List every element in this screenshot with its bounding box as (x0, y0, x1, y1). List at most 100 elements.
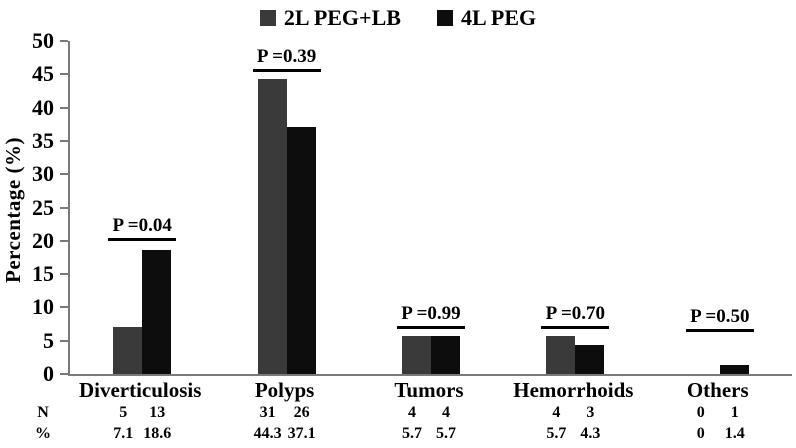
percent-value-4l-peg-hemorrhoids: 4.3 (580, 425, 601, 442)
p-value-hemorrhoids: P =0.70 (541, 304, 610, 329)
y-tick-label-0: 0 (43, 361, 54, 386)
n-count-4l-peg-hemorrhoids: 3 (586, 404, 595, 421)
y-tick-10 (60, 306, 68, 309)
n-value-row: 5 13 31 26 4 4 4 3 0 1 (68, 404, 790, 421)
percent-value-4l-peg-diverticulosis: 18.6 (143, 425, 172, 442)
y-tick-5 (60, 339, 68, 342)
p-value-diverticulosis: P =0.04 (108, 216, 177, 241)
bar-group-tumors: P =0.99 (359, 41, 503, 374)
y-tick-25 (60, 206, 68, 209)
legend-swatch-2l-peg-lb (259, 10, 276, 26)
percent-value-row: 7.1 18.6 44.3 37.1 5.7 5.7 5.7 4.3 0 1.4 (68, 425, 790, 442)
bar-4l-peg-others (719, 364, 749, 374)
bar-pair-tumors (401, 336, 460, 374)
bar-2l-peg-lb-tumors (401, 336, 431, 374)
percent-value-2l-peg-lb-polyps: 44.3 (253, 425, 282, 442)
category-label-others: Others (686, 378, 749, 402)
y-tick-0 (60, 373, 68, 375)
y-tick-label-30: 30 (32, 161, 54, 187)
y-tick-50 (60, 40, 68, 42)
percent-value-pair-polyps: 44.3 37.1 (212, 425, 356, 442)
n-count-2l-peg-lb-others: 0 (696, 404, 705, 421)
percent-value-2l-peg-lb-tumors: 5.7 (401, 425, 422, 442)
chart-legend: 2L PEG+LB 4L PEG (0, 5, 796, 31)
y-tick-label-45: 45 (32, 61, 54, 87)
n-count-pair-diverticulosis: 5 13 (68, 404, 212, 421)
category-label-tumors: Tumors (394, 378, 464, 402)
percent-row-label: % (35, 425, 51, 442)
bar-pair-hemorrhoids (546, 336, 605, 374)
n-counts-diverticulosis: 5 13 (68, 404, 212, 421)
percent-values-others: 0 1.4 (646, 425, 790, 442)
percent-values-tumors: 5.7 5.7 (357, 425, 501, 442)
bar-pair-polyps (257, 78, 316, 374)
legend-swatch-4l-peg (436, 10, 453, 26)
y-tick-label-50: 50 (32, 28, 54, 53)
bar-4l-peg-tumors (430, 336, 460, 374)
bar-2l-peg-lb-polyps (257, 78, 287, 374)
y-tick-15 (60, 273, 68, 276)
y-tick-label-20: 20 (32, 227, 54, 253)
percent-value-pair-hemorrhoids: 5.7 4.3 (501, 425, 645, 442)
percent-value-pair-tumors: 5.7 5.7 (357, 425, 501, 442)
bar-group-others: P =0.50 (648, 41, 792, 374)
n-count-2l-peg-lb-polyps: 31 (259, 404, 276, 421)
category-label-diverticulosis: Diverticulosis (78, 378, 202, 402)
percent-value-2l-peg-lb-diverticulosis: 7.1 (113, 425, 134, 442)
y-tick-label-5: 5 (43, 327, 54, 353)
n-counts-polyps: 31 26 (212, 404, 356, 421)
n-count-4l-peg-polyps: 26 (293, 404, 310, 421)
y-tick-label-25: 25 (32, 194, 54, 220)
legend-label-4l-peg: 4L PEG (460, 5, 537, 30)
n-count-4l-peg-diverticulosis: 13 (149, 404, 166, 421)
legend-label-2l-peg-lb: 2L PEG+LB (283, 5, 401, 30)
bar-4l-peg-polyps (286, 126, 316, 374)
percent-value-2l-peg-lb-hemorrhoids: 5.7 (546, 425, 567, 442)
y-tick-30 (60, 173, 68, 176)
y-tick-20 (60, 239, 68, 242)
percent-value-2l-peg-lb-others: 0 (696, 425, 705, 442)
bar-2l-peg-lb-diverticulosis (113, 326, 143, 374)
percent-values-polyps: 44.3 37.1 (212, 425, 356, 442)
y-tick-label-35: 35 (32, 127, 54, 153)
y-tick-40 (60, 106, 68, 109)
percent-values-hemorrhoids: 5.7 4.3 (501, 425, 645, 442)
plot-area: 0 5 10 15 20 25 30 35 40 45 50 P =0.04 P =0.39 P =0.9… (32, 30, 792, 385)
category-label-hemorrhoids: Hemorrhoids (513, 378, 634, 402)
y-tick-label-15: 15 (32, 261, 54, 287)
percent-value-4l-peg-others: 1.4 (724, 425, 745, 442)
legend-item-2l-peg-lb: 2L PEG+LB (259, 5, 401, 31)
y-tick-label-10: 10 (32, 294, 54, 320)
p-value-polyps: P =0.39 (252, 47, 321, 72)
bar-4l-peg-hemorrhoids (575, 345, 605, 374)
percent-value-pair-others: 0 1.4 (646, 425, 790, 442)
bar-pair-diverticulosis (113, 250, 172, 374)
n-row-label: N (37, 404, 49, 421)
y-tick-35 (60, 139, 68, 142)
legend-item-4l-peg: 4L PEG (436, 5, 537, 31)
n-count-2l-peg-lb-diverticulosis: 5 (119, 404, 128, 421)
bar-2l-peg-lb-hemorrhoids (546, 336, 576, 374)
y-tick-label-40: 40 (32, 94, 54, 120)
percent-values-diverticulosis: 7.1 18.6 (68, 425, 212, 442)
n-count-4l-peg-others: 1 (730, 404, 739, 421)
n-count-2l-peg-lb-hemorrhoids: 4 (552, 404, 561, 421)
p-value-others: P =0.50 (685, 307, 754, 332)
category-label-polyps: Polyps (254, 378, 315, 402)
percent-value-4l-peg-tumors: 5.7 (435, 425, 456, 442)
bar-group-hemorrhoids: P =0.70 (503, 41, 647, 374)
bar-group-polyps: P =0.39 (214, 41, 358, 374)
percent-value-4l-peg-polyps: 37.1 (287, 425, 316, 442)
n-count-2l-peg-lb-tumors: 4 (407, 404, 416, 421)
bar-pair-others (691, 364, 749, 374)
n-count-pair-polyps: 31 26 (212, 404, 356, 421)
category-label-row: Diverticulosis Polyps Tumors Hemorrhoids Oth… (68, 379, 790, 401)
percent-value-pair-diverticulosis: 7.1 18.6 (68, 425, 212, 442)
y-tick-45 (60, 73, 68, 76)
